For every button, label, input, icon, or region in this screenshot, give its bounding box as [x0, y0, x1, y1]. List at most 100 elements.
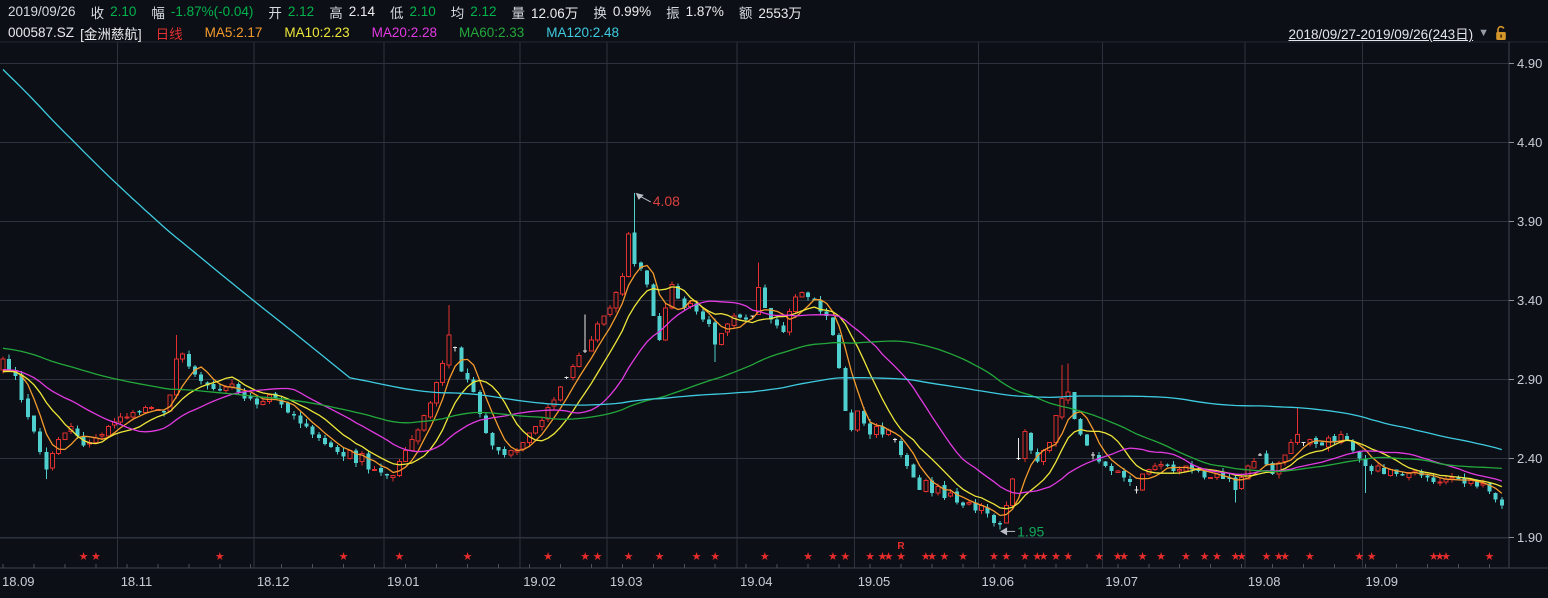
svg-text:19.05: 19.05 — [858, 574, 891, 589]
svg-text:★: ★ — [1280, 551, 1290, 563]
quote-field-average: 均 2.12 — [450, 4, 497, 21]
svg-text:18.12: 18.12 — [257, 574, 290, 589]
svg-text:★: ★ — [840, 551, 850, 563]
chevron-down-icon[interactable]: ▼ — [1478, 26, 1489, 39]
annotations: 4.08 1.95 — [635, 192, 1045, 539]
svg-text:19.02: 19.02 — [523, 574, 556, 589]
svg-text:★: ★ — [463, 551, 473, 563]
symbol-bar: 000587.SZ [金洲慈航] 日线 MA5:2.17 MA10:2.23 M… — [0, 23, 619, 42]
svg-text:★: ★ — [958, 551, 968, 563]
svg-text:★: ★ — [1039, 551, 1049, 563]
svg-text:18.11: 18.11 — [121, 574, 153, 589]
svg-text:★: ★ — [1231, 551, 1241, 563]
svg-text:★: ★ — [655, 551, 665, 563]
svg-text:★: ★ — [1435, 551, 1445, 563]
svg-text:★: ★ — [989, 551, 999, 563]
svg-text:19.04: 19.04 — [740, 574, 773, 589]
ma20-legend: MA20:2.28 — [371, 25, 437, 40]
svg-text:19.07: 19.07 — [1105, 574, 1138, 589]
symbol-name: [金洲慈航] — [80, 26, 142, 42]
svg-text:2.90: 2.90 — [1517, 372, 1542, 387]
svg-text:★: ★ — [865, 551, 875, 563]
svg-text:★: ★ — [1305, 551, 1315, 563]
svg-text:★: ★ — [1200, 551, 1210, 563]
svg-text:★: ★ — [927, 551, 937, 563]
svg-text:★: ★ — [1484, 551, 1494, 563]
svg-text:★: ★ — [939, 551, 949, 563]
svg-text:★: ★ — [921, 551, 931, 563]
quote-field-close: 收 2.10 — [90, 4, 137, 21]
svg-text:★: ★ — [79, 551, 89, 563]
quote-field-open: 开 2.12 — [268, 4, 315, 21]
svg-text:★: ★ — [877, 551, 887, 563]
svg-text:★: ★ — [1051, 551, 1061, 563]
quote-date: 2019/09/26 — [8, 4, 76, 19]
quote-summary-bar: 2019/09/26 收 2.10 幅 -1.87%(-0.04) 开 2.12… — [0, 2, 1548, 21]
svg-text:★: ★ — [1156, 551, 1166, 563]
symbol-code: 000587.SZ — [8, 25, 75, 40]
svg-text:4.90: 4.90 — [1517, 56, 1542, 71]
svg-text:4.40: 4.40 — [1517, 135, 1542, 150]
svg-text:18.09: 18.09 — [2, 574, 35, 589]
svg-text:19.03: 19.03 — [610, 574, 643, 589]
svg-text:19.01: 19.01 — [387, 574, 420, 589]
svg-text:1.95: 1.95 — [1017, 523, 1044, 539]
svg-text:★: ★ — [1138, 551, 1148, 563]
svg-text:★: ★ — [1441, 551, 1451, 563]
svg-text:★: ★ — [760, 551, 770, 563]
svg-text:★: ★ — [1212, 551, 1222, 563]
candles — [0, 192, 1504, 530]
ma60-legend: MA60:2.33 — [458, 25, 525, 40]
svg-text:3.90: 3.90 — [1517, 214, 1542, 229]
svg-text:★: ★ — [1063, 551, 1073, 563]
svg-text:R: R — [897, 541, 905, 552]
quote-field-turnover: 换 0.99% — [593, 4, 652, 21]
quote-field-low: 低 2.10 — [389, 4, 436, 21]
date-range-label[interactable]: 2018/09/27-2019/09/26(243日) — [1288, 27, 1474, 42]
svg-text:★: ★ — [1367, 551, 1377, 563]
ma120-legend: MA120:2.48 — [546, 25, 620, 40]
svg-text:★: ★ — [896, 551, 906, 563]
svg-text:★: ★ — [1020, 551, 1030, 563]
svg-text:19.08: 19.08 — [1248, 574, 1281, 589]
ma5-legend: MA5:2.17 — [204, 25, 263, 40]
quote-field-volume: 量 12.06万 — [511, 5, 579, 21]
grid — [0, 41, 1548, 568]
svg-text:★: ★ — [1181, 551, 1191, 563]
quote-field-amplitude: 振 1.87% — [666, 4, 724, 21]
ma-lines — [2, 69, 1503, 517]
svg-text:2.40: 2.40 — [1517, 451, 1542, 466]
svg-text:4.08: 4.08 — [653, 193, 680, 209]
svg-text:★: ★ — [884, 551, 894, 563]
svg-text:★: ★ — [1354, 551, 1364, 563]
quote-field-change: 幅 -1.87%(-0.04) — [151, 4, 254, 21]
svg-text:★: ★ — [593, 551, 603, 563]
svg-text:19.06: 19.06 — [982, 574, 1015, 589]
svg-text:★: ★ — [803, 551, 813, 563]
svg-text:★: ★ — [1274, 551, 1284, 563]
svg-text:★: ★ — [339, 551, 349, 563]
period-selector[interactable]: 日线 — [155, 26, 183, 42]
svg-text:★: ★ — [1094, 551, 1104, 563]
svg-text:★: ★ — [828, 551, 838, 563]
svg-text:★: ★ — [91, 551, 101, 563]
svg-text:★: ★ — [1261, 551, 1271, 563]
quote-field-high: 高 2.14 — [329, 4, 375, 21]
svg-text:★: ★ — [1113, 551, 1123, 563]
svg-text:★: ★ — [1001, 551, 1011, 563]
unlock-icon[interactable] — [1494, 25, 1508, 41]
event-marker-row: ★ ★ ★ ★ ★ ★ ★ ★ ★ ★ ★ ★ ★ ★ ★ ★ ★ ★ ★★ ★ ★★ ★ ★ ★ ★ ★ ★★ ★ ★ ★ ★★ ★ ★ ★ ★ ★… — [79, 541, 1495, 563]
svg-text:★: ★ — [580, 551, 590, 563]
date-range-selector[interactable]: 2018/09/27-2019/09/26(243日) ▼ — [1288, 23, 1508, 43]
svg-text:1.90: 1.90 — [1517, 530, 1542, 545]
axes: 4.90 4.40 3.90 3.40 2.90 2.40 1.90 18.09 18.11 18… — [0, 42, 1548, 589]
svg-text:★: ★ — [1032, 551, 1042, 563]
svg-text:★: ★ — [624, 551, 634, 563]
svg-text:★: ★ — [692, 551, 702, 563]
svg-text:19.09: 19.09 — [1366, 574, 1399, 589]
svg-text:★: ★ — [1237, 551, 1247, 563]
quote-field-amount: 额 2553万 — [738, 5, 802, 21]
svg-text:★: ★ — [1429, 551, 1439, 563]
svg-text:★: ★ — [1119, 551, 1129, 563]
